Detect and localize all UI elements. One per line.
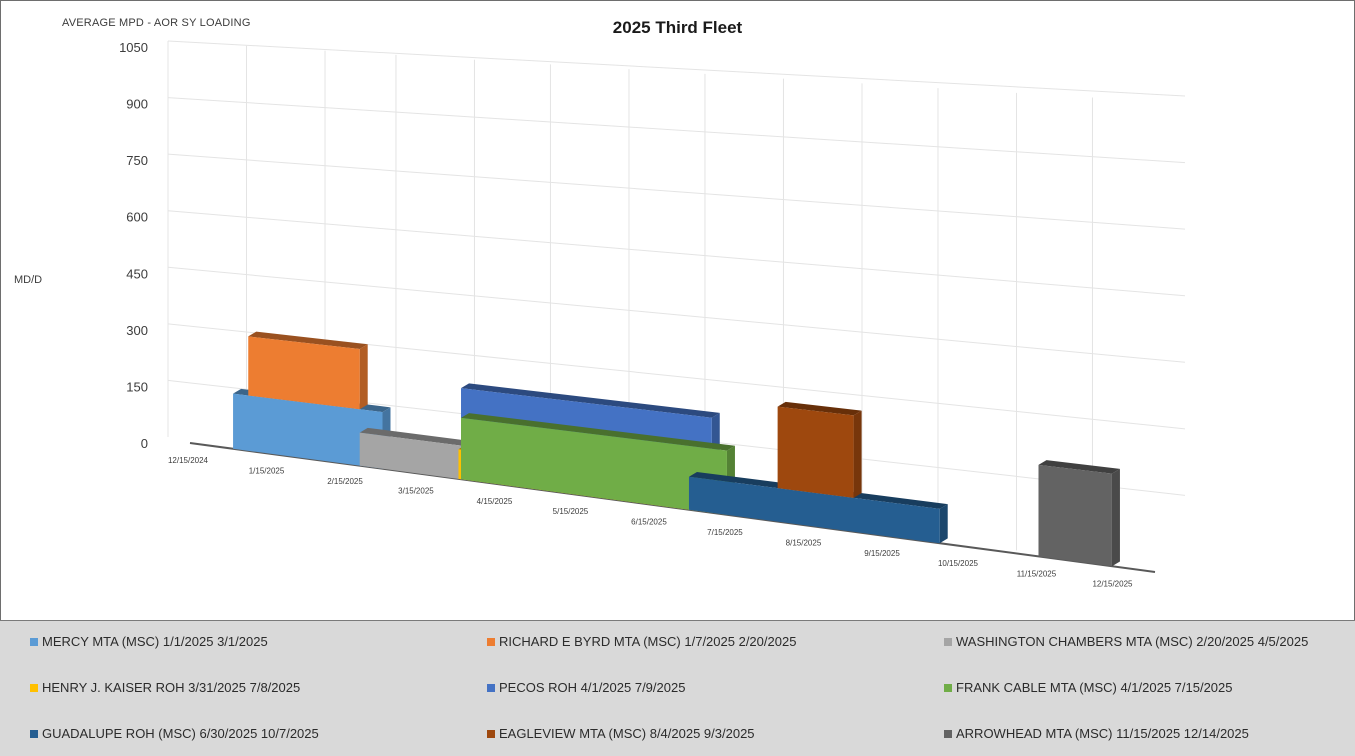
- series-block: [248, 331, 368, 410]
- x-tick-label: 9/15/2025: [864, 549, 900, 558]
- y-tick-label: 450: [126, 266, 148, 281]
- legend-label: RICHARD E BYRD MTA (MSC) 1/7/2025 2/20/2…: [499, 634, 797, 649]
- x-tick-label: 12/15/2025: [1092, 580, 1133, 589]
- y-tick-label: 1050: [119, 40, 148, 55]
- series-front-face: [688, 476, 940, 544]
- x-tick-label: 8/15/2025: [786, 538, 822, 547]
- series-front-face: [359, 432, 472, 481]
- legend-swatch: [30, 637, 38, 646]
- y-tick-label: 300: [126, 323, 148, 338]
- x-tick-label: 1/15/2025: [249, 466, 285, 475]
- y-tick-label: 0: [141, 436, 148, 451]
- series-block: [777, 401, 862, 498]
- x-tick-label: 2/15/2025: [327, 477, 363, 486]
- x-tick-label: 12/15/2024: [168, 456, 209, 465]
- series-top-face: [1038, 460, 1120, 474]
- legend-swatch: [487, 729, 495, 738]
- y-gridline: [167, 97, 1186, 164]
- x-tick-label: 6/15/2025: [631, 518, 667, 527]
- series-side-face: [853, 410, 862, 498]
- legend-item: FRANK CABLE MTA (MSC) 4/1/2025 7/15/2025: [944, 680, 1233, 695]
- series-front-face: [248, 336, 360, 410]
- legend-label: WASHINGTON CHAMBERS MTA (MSC) 2/20/2025 …: [956, 634, 1309, 649]
- x-tick-label: 5/15/2025: [553, 507, 589, 516]
- legend-label: EAGLEVIEW MTA (MSC) 8/4/2025 9/3/2025: [499, 726, 755, 741]
- legend-label: PECOS ROH 4/1/2025 7/9/2025: [499, 680, 686, 695]
- legend-swatch: [30, 683, 38, 692]
- legend-label: FRANK CABLE MTA (MSC) 4/1/2025 7/15/2025: [956, 680, 1233, 695]
- series-front-face: [461, 417, 727, 515]
- series-side-face: [359, 344, 368, 410]
- series-block: [1038, 460, 1120, 567]
- series-side-face: [1111, 468, 1120, 567]
- series-top-face: [359, 427, 480, 447]
- legend-swatch: [944, 683, 952, 692]
- chart-title: 2025 Third Fleet: [612, 18, 743, 37]
- series-side-face: [939, 504, 948, 544]
- legend: MERCY MTA (MSC) 1/1/2025 3/1/2025 RICHARD…: [0, 620, 1355, 756]
- legend-item: WASHINGTON CHAMBERS MTA (MSC) 2/20/2025 …: [944, 634, 1308, 649]
- legend-label: GUADALUPE ROH (MSC) 6/30/2025 10/7/2025: [42, 726, 319, 741]
- legend-label: MERCY MTA (MSC) 1/1/2025 3/1/2025: [42, 634, 268, 649]
- series-front-face: [1038, 464, 1112, 567]
- legend-item: RICHARD E BYRD MTA (MSC) 1/7/2025 2/20/2…: [487, 634, 796, 649]
- x-tick-label: 7/15/2025: [707, 528, 743, 537]
- x-tick-label: 11/15/2025: [1017, 569, 1057, 578]
- x-tick-label: 10/15/2025: [938, 559, 979, 568]
- chart-svg: 0 150 300 450 600 750 900 1050 12/15/2024 1/15/20…: [119, 40, 1186, 589]
- legend-swatch: [487, 683, 495, 692]
- y-axis-ticks: 0 150 300 450 600 750 900 1050: [119, 40, 148, 451]
- legend-item: MERCY MTA (MSC) 1/1/2025 3/1/2025: [30, 634, 268, 649]
- legend-item: EAGLEVIEW MTA (MSC) 8/4/2025 9/3/2025: [487, 726, 755, 741]
- series-group: [233, 331, 1120, 567]
- legend-label: HENRY J. KAISER ROH 3/31/2025 7/8/2025: [42, 680, 301, 695]
- x-tick-label: 4/15/2025: [477, 497, 513, 506]
- y-gridline: [167, 153, 1186, 230]
- y-tick-label: 150: [126, 379, 148, 394]
- x-tick-label: 3/15/2025: [398, 486, 434, 495]
- y-gridline: [167, 266, 1186, 363]
- y-tick-label: 900: [126, 97, 148, 112]
- y-tick-label: 750: [126, 153, 148, 168]
- legend-item: GUADALUPE ROH (MSC) 6/30/2025 10/7/2025: [30, 726, 319, 741]
- series-top-face: [248, 331, 368, 350]
- y-gridline: [167, 210, 1186, 297]
- legend-item: PECOS ROH 4/1/2025 7/9/2025: [487, 680, 685, 695]
- series-front-face: [777, 406, 854, 498]
- series-top-face: [777, 401, 862, 416]
- legend-label: ARROWHEAD MTA (MSC) 11/15/2025 12/14/202…: [956, 726, 1249, 741]
- series-top-face: [461, 413, 735, 451]
- legend-swatch: [30, 729, 38, 738]
- legend-item: HENRY J. KAISER ROH 3/31/2025 7/8/2025: [30, 680, 300, 695]
- series-front-face: [233, 393, 383, 469]
- series-top-face: [461, 383, 720, 418]
- legend-swatch: [944, 729, 952, 738]
- y-gridline: [167, 40, 1186, 97]
- legend-item: ARROWHEAD MTA (MSC) 11/15/2025 12/14/202…: [944, 726, 1249, 741]
- y-tick-label: 600: [126, 210, 148, 225]
- y-axis-label: MD/D: [14, 274, 43, 286]
- plot-area: 0 150 300 450 600 750 900 1050 12/15/2024 1/15/20…: [14, 17, 1186, 589]
- legend-swatch: [944, 637, 952, 646]
- y-axis-title-top: AVERAGE MPD - AOR SY LOADING: [62, 17, 251, 29]
- legend-swatch: [487, 637, 495, 646]
- x-axis-ticks: 12/15/2024 1/15/2025 2/15/2025 3/15/2025 4/1…: [168, 456, 1133, 589]
